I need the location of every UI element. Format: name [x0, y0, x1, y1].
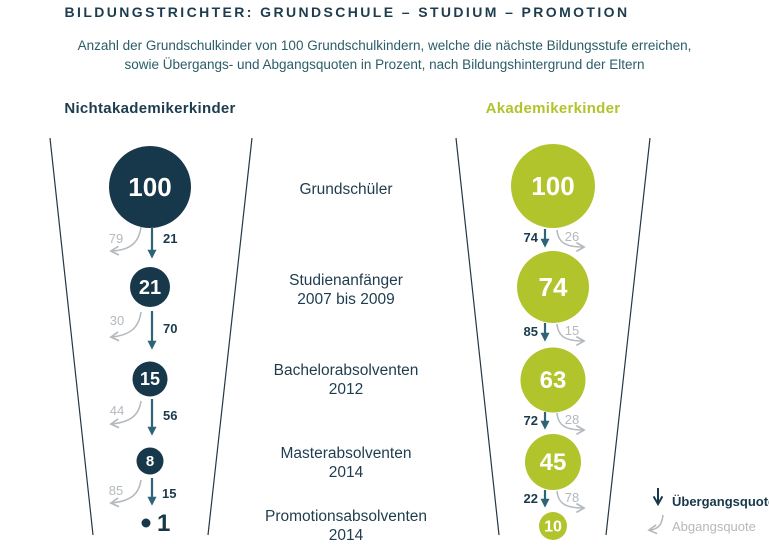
- curved-arrow-icon: [109, 226, 142, 256]
- right-circle-bachelor: [520, 347, 586, 413]
- subtitle-line1: Anzahl der Grundschulkinder von 100 Grun…: [77, 38, 692, 53]
- right-funnel-left-line: [455, 137, 500, 536]
- stage-line2: 2014: [328, 464, 364, 481]
- left-circle-grundschueler: [109, 146, 191, 228]
- stage-line1: Masterabsolventen: [280, 445, 412, 462]
- legend-abgangsquote-label: Abgangsquote: [672, 519, 756, 534]
- stage-label-masterabsolventen: Masterabsolventen 2014: [261, 444, 431, 482]
- left-value-studienanfaenger: 21: [139, 277, 161, 299]
- curved-arrow-icon: [109, 400, 142, 429]
- left-funnel-left-line: [49, 137, 94, 536]
- left-value-bachelor: 15: [140, 369, 160, 389]
- right-circle-grundschueler: [511, 144, 595, 228]
- left-circle-studienanfaenger: [130, 267, 170, 307]
- stage-label-promotionsabsolventen: Promotionsabsolventen 2014: [261, 507, 431, 545]
- stage-line1: Promotionsabsolventen: [265, 508, 427, 525]
- subtitle-line2: sowie Übergangs- und Abgangsquoten in Pr…: [124, 56, 645, 72]
- page-title: BILDUNGSTRICHTER: GRUNDSCHULE – STUDIUM …: [64, 4, 630, 20]
- right-circle-master: [525, 434, 581, 490]
- uebergangsquote-label: 74: [524, 230, 539, 245]
- right-circle-promotion: [539, 512, 567, 540]
- left-funnel-right-line: [207, 137, 253, 536]
- stage-line2: 2014: [328, 527, 364, 544]
- left-circle-promotion: [141, 518, 151, 528]
- right-value-promotion: 10: [544, 518, 562, 535]
- abgangsquote-label: 79: [109, 231, 123, 246]
- abgangsquote-label: 28: [565, 412, 579, 427]
- right-funnel-right-line: [605, 137, 651, 536]
- curved-arrow-icon: [556, 412, 586, 436]
- subtitle: Anzahl der Grundschulkinder von 100 Grun…: [0, 37, 769, 74]
- curved-arrow-icon: [109, 311, 142, 342]
- right-transition-2: 85 15: [524, 323, 586, 347]
- stage-label-studienanfaenger: Studienanfänger 2007 bis 2009: [261, 271, 431, 309]
- right-funnel: 100 74 26 74 85 15 63 72 28: [511, 144, 595, 540]
- left-value-grundschueler: 100: [128, 172, 171, 202]
- uebergangsquote-label: 85: [524, 324, 538, 339]
- left-circle-master: [136, 447, 164, 475]
- legend: Übergangsquote Abgangsquote: [647, 488, 769, 535]
- right-transition-3: 72 28: [524, 412, 586, 436]
- stage-line1: Studienanfänger: [289, 272, 403, 289]
- left-funnel-header: Nichtakademikerkinder: [64, 100, 236, 117]
- abgangsquote-label: 26: [565, 229, 579, 244]
- uebergangsquote-label: 21: [163, 231, 177, 246]
- left-transition-3: 44 56: [109, 399, 177, 436]
- uebergangsquote-label: 72: [524, 413, 538, 428]
- stage-label-bachelorabsolventen: Bachelorabsolventen 2012: [261, 361, 431, 399]
- left-circle-bachelor: [132, 361, 168, 397]
- curved-arrow-icon: [556, 323, 586, 347]
- curved-arrow-icon: [109, 479, 142, 508]
- right-funnel-header: Akademikerkinder: [485, 100, 621, 117]
- right-transition-1: 74 26: [524, 229, 586, 253]
- abgangsquote-label: 78: [565, 490, 579, 505]
- abgangsquote-label: 30: [110, 313, 124, 328]
- left-transition-1: 79 21: [109, 226, 177, 259]
- abgangsquote-label: 85: [109, 483, 123, 498]
- uebergangsquote-label: 22: [524, 491, 538, 506]
- right-value-grundschueler: 100: [531, 171, 574, 201]
- right-value-bachelor: 63: [540, 367, 567, 394]
- stage-line2: 2012: [328, 381, 364, 398]
- uebergangsquote-label: 15: [162, 486, 176, 501]
- abgangsquote-arrow-icon: [647, 514, 664, 535]
- right-transition-4: 22 78: [524, 490, 586, 514]
- curved-arrow-icon: [556, 490, 586, 514]
- curved-arrow-icon: [556, 229, 586, 253]
- legend-uebergangsquote-label: Übergangsquote: [672, 494, 769, 509]
- abgangsquote-label: 15: [565, 323, 579, 338]
- right-value-studienanfaenger: 74: [539, 272, 568, 302]
- right-circle-studienanfaenger: [517, 251, 589, 323]
- left-funnel: 100 79 21 21 30 70 15 44 56: [109, 146, 191, 537]
- stage-line2: 2007 bis 2009: [297, 291, 395, 308]
- left-value-master: 8: [146, 453, 154, 470]
- abgangsquote-label: 44: [110, 403, 124, 418]
- uebergangsquote-label: 70: [163, 321, 177, 336]
- stage-line1: Grundschüler: [299, 181, 393, 198]
- left-value-promotion: 1: [157, 510, 170, 537]
- stage-label-grundschueler: Grundschüler: [261, 180, 431, 199]
- stage-line1: Bachelorabsolventen: [273, 362, 419, 379]
- uebergangsquote-label: 56: [163, 408, 177, 423]
- left-transition-4: 85 15: [109, 478, 176, 508]
- left-transition-2: 30 70: [109, 311, 177, 350]
- right-value-master: 45: [540, 449, 567, 476]
